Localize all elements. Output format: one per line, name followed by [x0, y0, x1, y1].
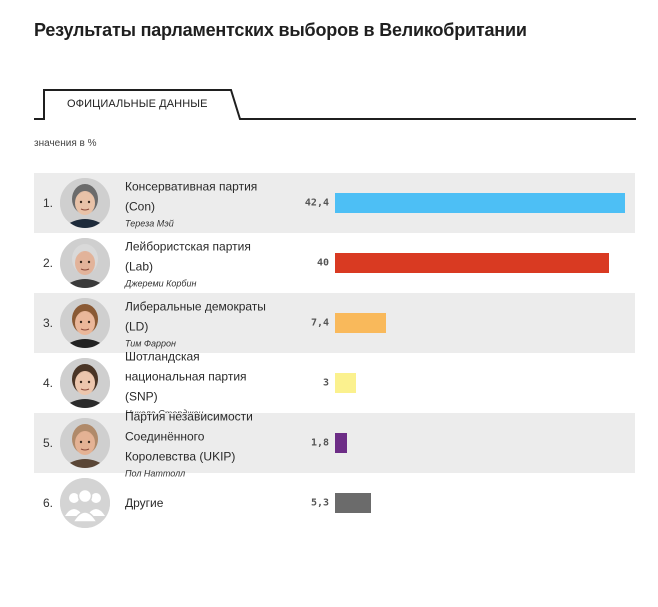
value-label: 1,8	[310, 437, 329, 449]
rank-number: 1.	[43, 196, 54, 210]
value-label: 42,4	[304, 197, 329, 209]
rank-number: 5.	[43, 436, 54, 450]
leader-name: Джереми Корбин	[125, 278, 197, 289]
party-info: Консервативная партия (Con) Тереза Мэй	[125, 177, 300, 230]
portrait-nicola-sturgeon	[60, 358, 110, 408]
bar	[335, 253, 609, 273]
rank-number: 4.	[43, 376, 54, 390]
bar	[335, 433, 347, 453]
rank-number: 3.	[43, 316, 54, 330]
value-label: 3	[322, 377, 329, 389]
value-label: 7,4	[310, 317, 329, 329]
party-info: Лейбористская партия (Lab) Джереми Корбин	[125, 237, 300, 290]
party-name-line: Соединённого	[125, 429, 205, 444]
party-name-line: Другие	[125, 496, 164, 510]
party-name-line: Партия независимости	[125, 409, 253, 424]
party-name-line: (LD)	[125, 319, 149, 334]
leader-name: Пол Наттолл	[125, 468, 186, 479]
portrait-jeremy-corbyn	[60, 238, 110, 288]
value-label: 40	[316, 257, 329, 269]
results-list: 1. Консервативная партия (Con) Тереза Мэй 42…	[34, 173, 635, 533]
leader-name: Тереза Мэй	[125, 218, 174, 229]
result-row: 1. Консервативная партия (Con) Тереза Мэй 42…	[34, 173, 635, 233]
group-placeholder-icon	[60, 478, 110, 528]
unit-note: значения в %	[34, 138, 97, 149]
chart-title: Результаты парламентских выборов в Велик…	[34, 20, 527, 40]
party-name-line: (SNP)	[125, 389, 158, 404]
tab-official-data[interactable]: ОФИЦИАЛЬНЫЕ ДАННЫЕ	[67, 98, 208, 110]
party-name-line: Королевства (UKIP)	[125, 449, 236, 464]
value-label: 5,3	[310, 497, 329, 509]
party-name-line: (Con)	[125, 199, 156, 214]
leader-name: Тим Фаррон	[125, 338, 177, 349]
party-name-line: Шотландская	[125, 349, 200, 364]
party-info: Либеральные демократы (LD) Тим Фаррон	[125, 297, 300, 350]
bar	[335, 313, 386, 333]
bar	[335, 373, 356, 393]
party-info: Партия независимости Соединённого Королевс…	[125, 407, 300, 480]
party-name-line: Консервативная партия	[125, 179, 258, 194]
tab-bar: ОФИЦИАЛЬНЫЕ ДАННЫЕ	[34, 88, 636, 122]
result-row: 3. Либеральные демократы (LD) Тим Фаррон 7,4	[34, 293, 635, 353]
result-row: 5. Партия независимости Соединённого Короле…	[34, 410, 635, 479]
bar	[335, 193, 625, 213]
portrait-paul-nuttall	[60, 418, 110, 468]
portrait-theresa-may	[60, 178, 110, 228]
bar	[335, 493, 371, 513]
rank-number: 2.	[43, 256, 54, 270]
party-name-line: Лейбористская партия	[125, 239, 251, 254]
tab-outline	[34, 89, 636, 120]
result-row: 2. Лейбористская партия (Lab) Джереми Корби…	[34, 233, 635, 293]
portrait-tim-farron	[60, 298, 110, 348]
result-row: 6. Другие 5,3	[34, 473, 635, 533]
party-info: Другие	[125, 493, 300, 513]
party-name-line: Либеральные демократы	[125, 299, 266, 314]
rank-number: 6.	[43, 496, 54, 510]
party-name-line: (Lab)	[125, 259, 154, 274]
party-name-line: национальная партия	[125, 369, 247, 384]
